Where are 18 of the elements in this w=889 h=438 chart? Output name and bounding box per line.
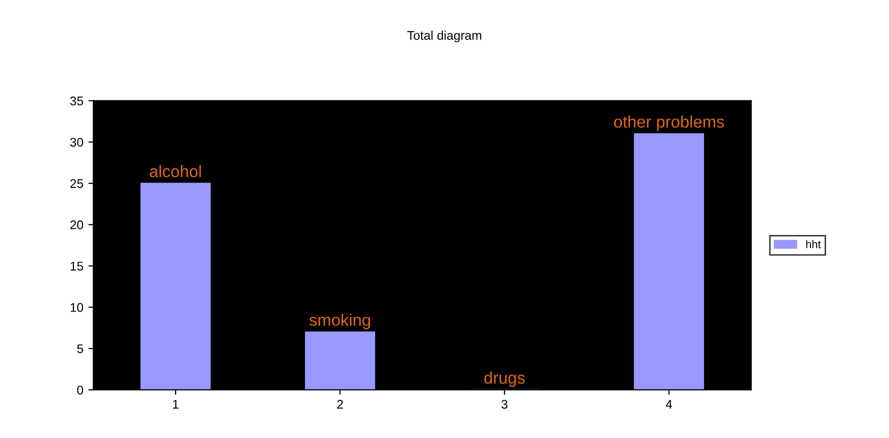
y-tick-label: 15	[70, 262, 84, 271]
x-tick-label: 2	[337, 400, 343, 409]
y-tick-label: 30	[70, 138, 84, 147]
y-tick-label: 0	[77, 386, 84, 394]
annotation: smoking	[309, 314, 370, 330]
annotation: other problems	[614, 115, 724, 131]
y-tick-label: 35	[70, 96, 84, 106]
y-tick-label: 10	[70, 303, 84, 312]
x-tick-label: 4	[666, 400, 672, 409]
chart-title: Total diagram	[407, 30, 482, 42]
y-tick-label: 25	[70, 179, 84, 188]
y-tick-label: 5	[77, 344, 84, 354]
x-tick-label: 1	[173, 400, 178, 409]
x-tick-label: 3	[502, 400, 508, 409]
annotation: alcohol	[150, 165, 201, 178]
y-tick-label: 20	[70, 220, 84, 230]
legend-label: hht	[806, 240, 821, 248]
annotation: drugs	[484, 372, 525, 388]
